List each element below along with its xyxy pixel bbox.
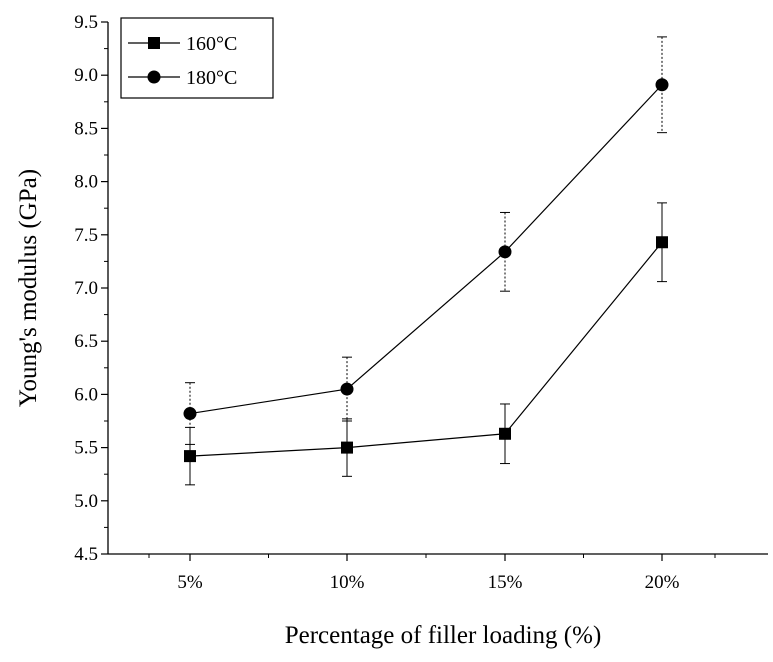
data-point-circle — [183, 407, 197, 421]
legend: 160°C 180°C — [120, 17, 274, 99]
y-tick-label: 8.5 — [74, 118, 98, 139]
x-tick-label: 20% — [645, 572, 680, 593]
y-tick-label: 5.0 — [74, 491, 98, 512]
x-tick-label: 10% — [330, 572, 365, 593]
data-point-square — [341, 441, 353, 454]
series-line — [189, 84, 663, 415]
y-tick-label: 6.0 — [74, 384, 98, 405]
data-point-circle — [498, 245, 512, 259]
x-tick-label: 5% — [177, 572, 203, 593]
axes-layer: 4.5 5.0 5.5 6.0 6.5 7.0 7.5 8.0 8.5 9.0 9.5 5% 10% 15… — [74, 12, 768, 593]
x-tick-label: 15% — [488, 572, 523, 593]
y-tick-label: 9.5 — [74, 12, 98, 33]
legend-label-180: 180°C — [186, 67, 237, 89]
data-point-circle — [340, 382, 354, 396]
y-tick-label: 8.0 — [74, 172, 98, 193]
legend-marker-circle — [147, 70, 161, 84]
y-tick-label: 5.5 — [74, 438, 98, 459]
data-point-square — [656, 236, 668, 249]
y-tick-label: 6.5 — [74, 331, 98, 352]
legend-marker-square — [148, 37, 160, 49]
series-layer — [183, 36, 669, 486]
series-160 — [184, 202, 668, 486]
legend-frame — [120, 17, 274, 99]
y-tick-label: 9.0 — [74, 65, 98, 86]
series-line — [189, 241, 663, 457]
y-tick-label: 7.5 — [74, 225, 98, 246]
y-tick-label: 4.5 — [74, 544, 98, 565]
data-point-square — [499, 427, 511, 440]
y-tick-label: 7.0 — [74, 278, 98, 299]
x-axis-title: Percentage of filler loading (%) — [285, 622, 602, 649]
legend-label-160: 160°C — [186, 33, 237, 55]
data-point-square — [184, 450, 196, 463]
y-axis-title: Young's modulus (GPa) — [15, 169, 42, 407]
series-180 — [183, 36, 669, 445]
data-point-circle — [655, 78, 669, 92]
